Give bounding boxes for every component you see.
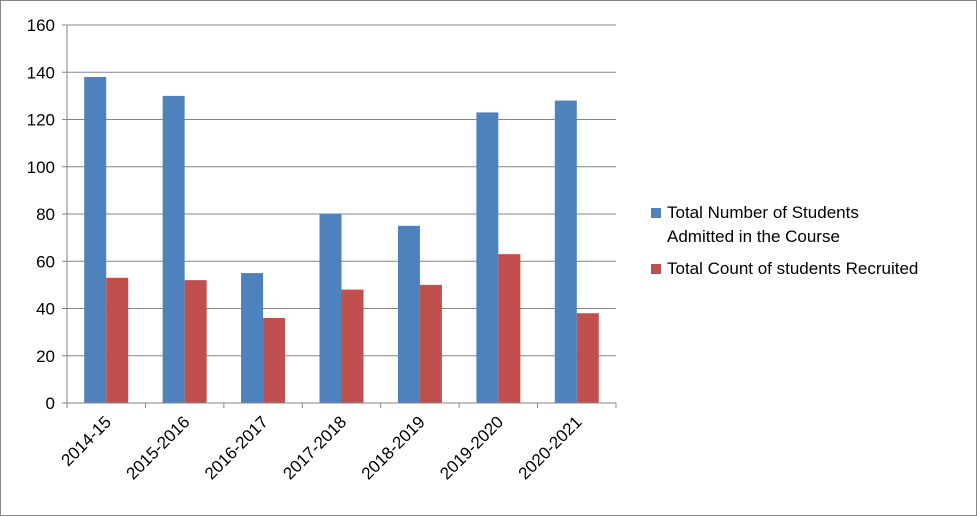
bar-admitted-2017-2018 (319, 214, 342, 403)
bar-recruited-2014-15 (106, 277, 129, 403)
bar-admitted-2016-2017 (241, 273, 264, 403)
y-tick-label: 40 (36, 300, 55, 319)
legend-item-admitted: Total Number of Students Admitted in the… (651, 201, 971, 249)
x-tick-label: 2019-2020 (436, 412, 507, 483)
y-tick-label: 0 (46, 394, 55, 413)
bar-recruited-2016-2017 (263, 317, 286, 403)
x-tick-label: 2020-2021 (515, 412, 586, 483)
legend-label-admitted-line2: Admitted in the Course (667, 227, 840, 246)
legend-item-recruited: Total Count of students Recruited (651, 257, 971, 281)
bar-admitted-2015-2016 (162, 95, 185, 403)
legend-label-recruited: Total Count of students Recruited (667, 259, 919, 278)
y-tick-labels: 0 20 40 60 80 100 120 140 160 (27, 16, 55, 413)
x-tick-label: 2016-2017 (201, 412, 272, 483)
bar-admitted-2019-2020 (476, 112, 499, 403)
legend-swatch-admitted (651, 208, 661, 218)
legend-swatch-recruited (651, 264, 661, 274)
legend-label-admitted: Total Number of Students Admitted in the… (667, 201, 859, 249)
bar-admitted-2014-15 (84, 76, 107, 403)
bar-recruited-2015-2016 (184, 280, 207, 403)
legend: Total Number of Students Admitted in the… (651, 201, 971, 289)
y-tick-label: 160 (27, 16, 55, 35)
y-tick-label: 100 (27, 158, 55, 177)
x-tick-label: 2017-2018 (279, 412, 350, 483)
axes (62, 24, 617, 408)
bar-admitted-2018-2019 (397, 225, 420, 403)
bar-recruited-2017-2018 (341, 289, 364, 403)
x-tick-label: 2018-2019 (358, 412, 429, 483)
x-tick-label: 2015-2016 (123, 412, 194, 483)
bar-recruited-2018-2019 (419, 284, 442, 403)
x-tick-label: 2014-15 (57, 412, 115, 470)
y-tick-label: 20 (36, 347, 55, 366)
y-tick-label: 120 (27, 111, 55, 130)
y-tick-label: 80 (36, 205, 55, 224)
bar-recruited-2020-2021 (576, 313, 599, 403)
bar-recruited-2019-2020 (498, 254, 521, 403)
bar-admitted-2020-2021 (554, 100, 577, 403)
y-tick-label: 60 (36, 252, 55, 271)
bars (84, 76, 599, 403)
x-tick-labels: 2014-15 2015-2016 2016-2017 2017-2018 2018-2… (57, 412, 585, 483)
y-tick-label: 140 (27, 63, 55, 82)
legend-label-admitted-line1: Total Number of Students (667, 203, 859, 222)
